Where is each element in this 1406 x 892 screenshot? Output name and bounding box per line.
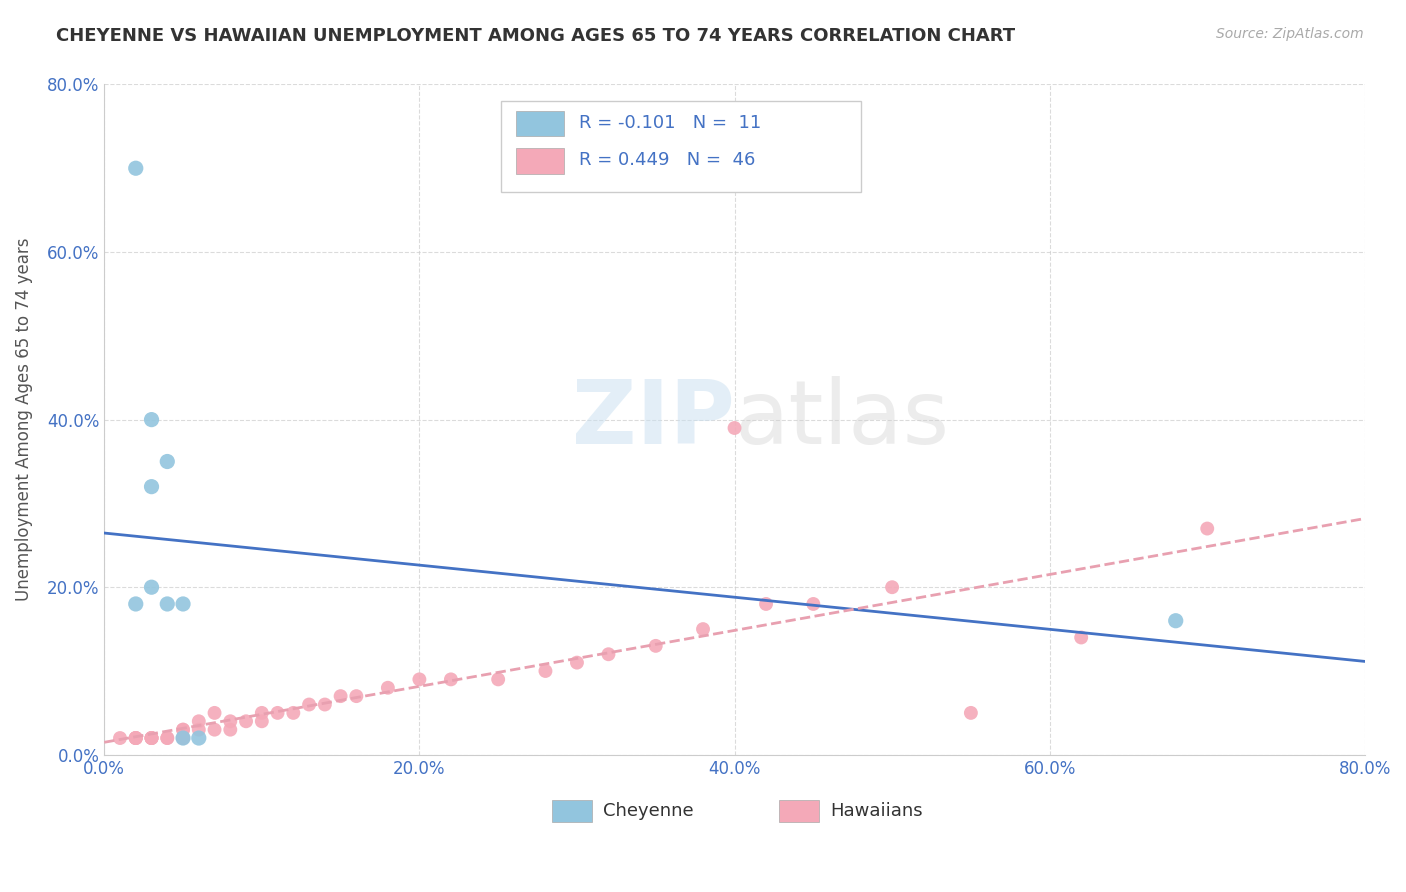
Point: [534, 664, 557, 678]
Point: [1070, 631, 1092, 645]
Point: [219, 714, 242, 729]
Point: [108, 731, 131, 745]
Point: [172, 723, 194, 737]
Point: [125, 597, 148, 611]
Point: [755, 597, 778, 611]
Point: [960, 706, 983, 720]
Point: [250, 706, 273, 720]
Point: [344, 689, 367, 703]
Point: [125, 731, 148, 745]
Point: [801, 597, 824, 611]
Point: [283, 706, 305, 720]
Point: [408, 673, 430, 687]
Point: [141, 731, 163, 745]
Text: atlas: atlas: [734, 376, 949, 463]
FancyBboxPatch shape: [779, 800, 818, 822]
Point: [172, 723, 194, 737]
Point: [187, 731, 209, 745]
Point: [644, 639, 666, 653]
Point: [329, 689, 352, 703]
Point: [440, 673, 463, 687]
Point: [125, 731, 148, 745]
Text: R = 0.449   N =  46: R = 0.449 N = 46: [579, 151, 756, 169]
Point: [172, 731, 194, 745]
Point: [204, 723, 226, 737]
Point: [125, 731, 148, 745]
Point: [187, 714, 209, 729]
Point: [172, 731, 194, 745]
Point: [692, 622, 714, 636]
Point: [141, 731, 163, 745]
Point: [565, 656, 588, 670]
Point: [141, 412, 163, 426]
Point: [141, 580, 163, 594]
Point: [314, 698, 336, 712]
Point: [141, 480, 163, 494]
Point: [156, 731, 179, 745]
Point: [486, 673, 509, 687]
Text: Hawaiians: Hawaiians: [831, 802, 922, 820]
Point: [298, 698, 321, 712]
FancyBboxPatch shape: [502, 101, 860, 192]
Point: [141, 731, 163, 745]
Point: [219, 723, 242, 737]
Point: [266, 706, 288, 720]
Point: [880, 580, 903, 594]
FancyBboxPatch shape: [516, 111, 564, 136]
Point: [723, 421, 745, 435]
Text: CHEYENNE VS HAWAIIAN UNEMPLOYMENT AMONG AGES 65 TO 74 YEARS CORRELATION CHART: CHEYENNE VS HAWAIIAN UNEMPLOYMENT AMONG …: [56, 27, 1015, 45]
Point: [1197, 522, 1219, 536]
Point: [235, 714, 257, 729]
Point: [377, 681, 399, 695]
Point: [156, 731, 179, 745]
Point: [172, 597, 194, 611]
Point: [141, 731, 163, 745]
Text: ZIP: ZIP: [572, 376, 734, 463]
Point: [204, 706, 226, 720]
Point: [156, 454, 179, 468]
Point: [172, 731, 194, 745]
Point: [250, 714, 273, 729]
Point: [125, 161, 148, 176]
Point: [1164, 614, 1187, 628]
Text: Cheyenne: Cheyenne: [603, 802, 695, 820]
FancyBboxPatch shape: [551, 800, 592, 822]
FancyBboxPatch shape: [516, 148, 564, 174]
Text: Source: ZipAtlas.com: Source: ZipAtlas.com: [1216, 27, 1364, 41]
Point: [598, 647, 620, 661]
Text: R = -0.101   N =  11: R = -0.101 N = 11: [579, 114, 762, 132]
Point: [156, 597, 179, 611]
Point: [187, 723, 209, 737]
Y-axis label: Unemployment Among Ages 65 to 74 years: Unemployment Among Ages 65 to 74 years: [15, 238, 32, 601]
Point: [125, 731, 148, 745]
